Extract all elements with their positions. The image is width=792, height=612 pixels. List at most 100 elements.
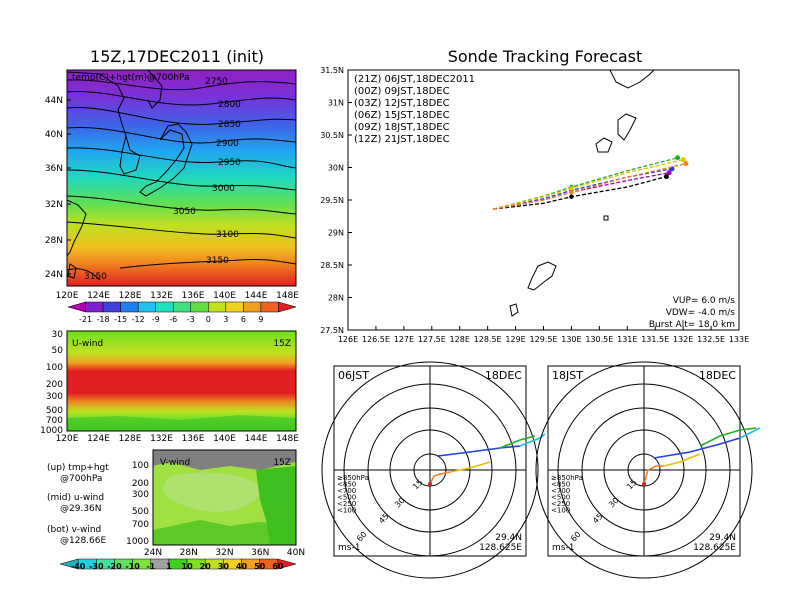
contour-label-2: 2800 — [218, 100, 241, 110]
v-wind-top-gray — [153, 450, 296, 470]
contour-label-3: 2850 — [218, 120, 241, 130]
v-y-label: 100 — [132, 461, 149, 471]
map-lat-labels: 44N 40N 36N 32N 28N 24N — [45, 96, 71, 280]
polar-level-legend: <100 — [337, 507, 356, 515]
temp-field — [67, 70, 296, 286]
hodograph-line — [449, 461, 491, 473]
hodograph-origin — [428, 482, 432, 486]
track-x-labels: 126E 126.5E 127E 127.5E 128E 128.5E 129E 129.5E… — [338, 326, 749, 344]
track-y-label: 28.5N — [320, 261, 344, 270]
v-y-label: 500 — [132, 507, 149, 517]
v-wind-light-blob — [163, 472, 261, 513]
map-lon-label: 144E — [245, 291, 268, 301]
v-x-label: 40N — [287, 548, 305, 558]
u-y-label: 300 — [46, 392, 63, 402]
polar-level-legend: ≥850hPa — [337, 474, 369, 482]
wind-colorbar-label: -1 — [146, 562, 155, 571]
contour-2950 — [66, 147, 297, 169]
track-x-label: 133E — [729, 335, 749, 344]
map-lat-label: 24N — [45, 270, 63, 280]
temp-map-panel: 2750 2800 2850 2900 2950 3000 3050 3100 … — [45, 69, 299, 324]
u-wind-x-labels: 120E 124E 128E 132E 136E 140E 144E 148E — [56, 434, 300, 444]
v-y-label: 200 — [132, 479, 149, 489]
korea-coast — [119, 135, 141, 175]
polar-lat: 29.4N — [709, 533, 736, 543]
track-y-labels: 31.5N 31N 30.5N 30N 29.5N 29N 28.5N 28N 27.5N — [320, 66, 352, 335]
u-x-label: 140E — [213, 434, 236, 444]
track-x-label: 129.5E — [530, 335, 558, 344]
v-wind-x-labels: 24N 28N 32N 36N 40N — [144, 548, 305, 558]
hodograph-line — [653, 437, 741, 459]
track-legend-entry: (21Z) 06JST,18DEC2011 — [354, 74, 475, 85]
track-x-label: 130E — [561, 335, 581, 344]
v-wind-label: V-wind — [160, 458, 190, 468]
track-panel: 31.5N 31N 30.5N 30N 29.5N 29N 28.5N 28N 27.5N 12… — [320, 66, 749, 344]
japan-coast — [139, 123, 193, 197]
colorbar-swatch — [85, 301, 104, 313]
hodograph-line — [739, 427, 761, 439]
track-end-marker — [680, 157, 686, 163]
track-end-marker — [663, 174, 669, 180]
colorbar-swatch — [260, 301, 279, 313]
track-y-label: 31N — [328, 99, 344, 108]
track-legend: (21Z) 06JST,18DEC2011(00Z) 09JST,18DEC(0… — [354, 74, 475, 145]
map-lon-label: 140E — [213, 291, 236, 301]
u-wind-label: U-wind — [72, 339, 103, 349]
tokunoshima-coast — [509, 303, 519, 317]
polar-lat: 29.4N — [495, 533, 522, 543]
map-lat-label: 40N — [45, 130, 63, 140]
track-y-label: 27.5N — [320, 326, 344, 335]
colorbar-swatch — [172, 301, 192, 313]
wind-colorbar-label: 60 — [272, 562, 284, 571]
v-y-label: 1000 — [126, 537, 149, 547]
wind-colorbar-label: 50 — [254, 562, 266, 571]
v-x-label: 36N — [251, 548, 269, 558]
u-wind-frame — [66, 330, 297, 432]
kyushu-coast — [609, 70, 655, 89]
track-x-label: 131E — [617, 335, 637, 344]
track-x-label: 131.5E — [641, 335, 669, 344]
colorbar-label: -9 — [152, 315, 160, 324]
desc-mid-2: @29.36N — [60, 504, 102, 514]
china-coast — [66, 199, 87, 257]
colorbar-label: 9 — [258, 315, 263, 324]
contour-labels: 2750 2800 2850 2900 2950 3000 3050 3100 … — [84, 77, 241, 282]
colorbar-label: -12 — [132, 315, 145, 324]
contour-label-7: 3050 — [173, 207, 196, 217]
panel-description: (up) tmp+hgt @700hPa (mid) u-wind @29.36… — [47, 463, 109, 546]
u-y-label: 700 — [46, 416, 63, 426]
wind-colorbar-label: 1 — [166, 562, 172, 571]
track-burst-marker — [569, 190, 574, 195]
colorbar-label: -21 — [79, 315, 92, 324]
track-x-label: 126.5E — [362, 335, 390, 344]
track-burst-marker — [569, 194, 574, 199]
u-y-label: 500 — [46, 406, 63, 416]
track-x-label: 130.5E — [585, 335, 613, 344]
map-lon-label: 120E — [56, 291, 79, 301]
hodograph-line — [519, 433, 546, 447]
track-info-vdw: VDW= -4.0 m/s — [666, 308, 736, 318]
desc-mid-1: (mid) u-wind — [47, 493, 104, 503]
u-y-label: 50 — [52, 346, 64, 356]
hodograph-line — [699, 427, 757, 447]
polar-date: 18DEC — [485, 369, 522, 382]
colorbar-swatch — [120, 301, 139, 313]
temp-colorbar: -21 -18 -15 -12 -9 -6 -3 0 3 6 9 — [67, 301, 297, 324]
wind-colorbar-label: 30 — [218, 562, 230, 571]
hodograph-line — [663, 453, 701, 467]
map-lat-label: 32N — [45, 200, 63, 210]
contour-2750 — [66, 79, 297, 91]
track-lines — [493, 155, 689, 210]
map-lon-label: 148E — [276, 291, 299, 301]
wind-colorbar-swatch — [277, 558, 297, 570]
v-wind-frame — [152, 449, 297, 546]
wind-colorbar-label: -10 — [125, 562, 140, 571]
polar-level-legend: <250 — [337, 500, 356, 508]
polar-level-legend: <700 — [337, 487, 356, 495]
colorbar-swatch — [278, 301, 297, 313]
colorbar-swatch — [225, 301, 244, 313]
wind-colorbar-label: 20 — [200, 562, 212, 571]
track-legend-entry: (03Z) 12JST,18DEC — [354, 98, 450, 109]
